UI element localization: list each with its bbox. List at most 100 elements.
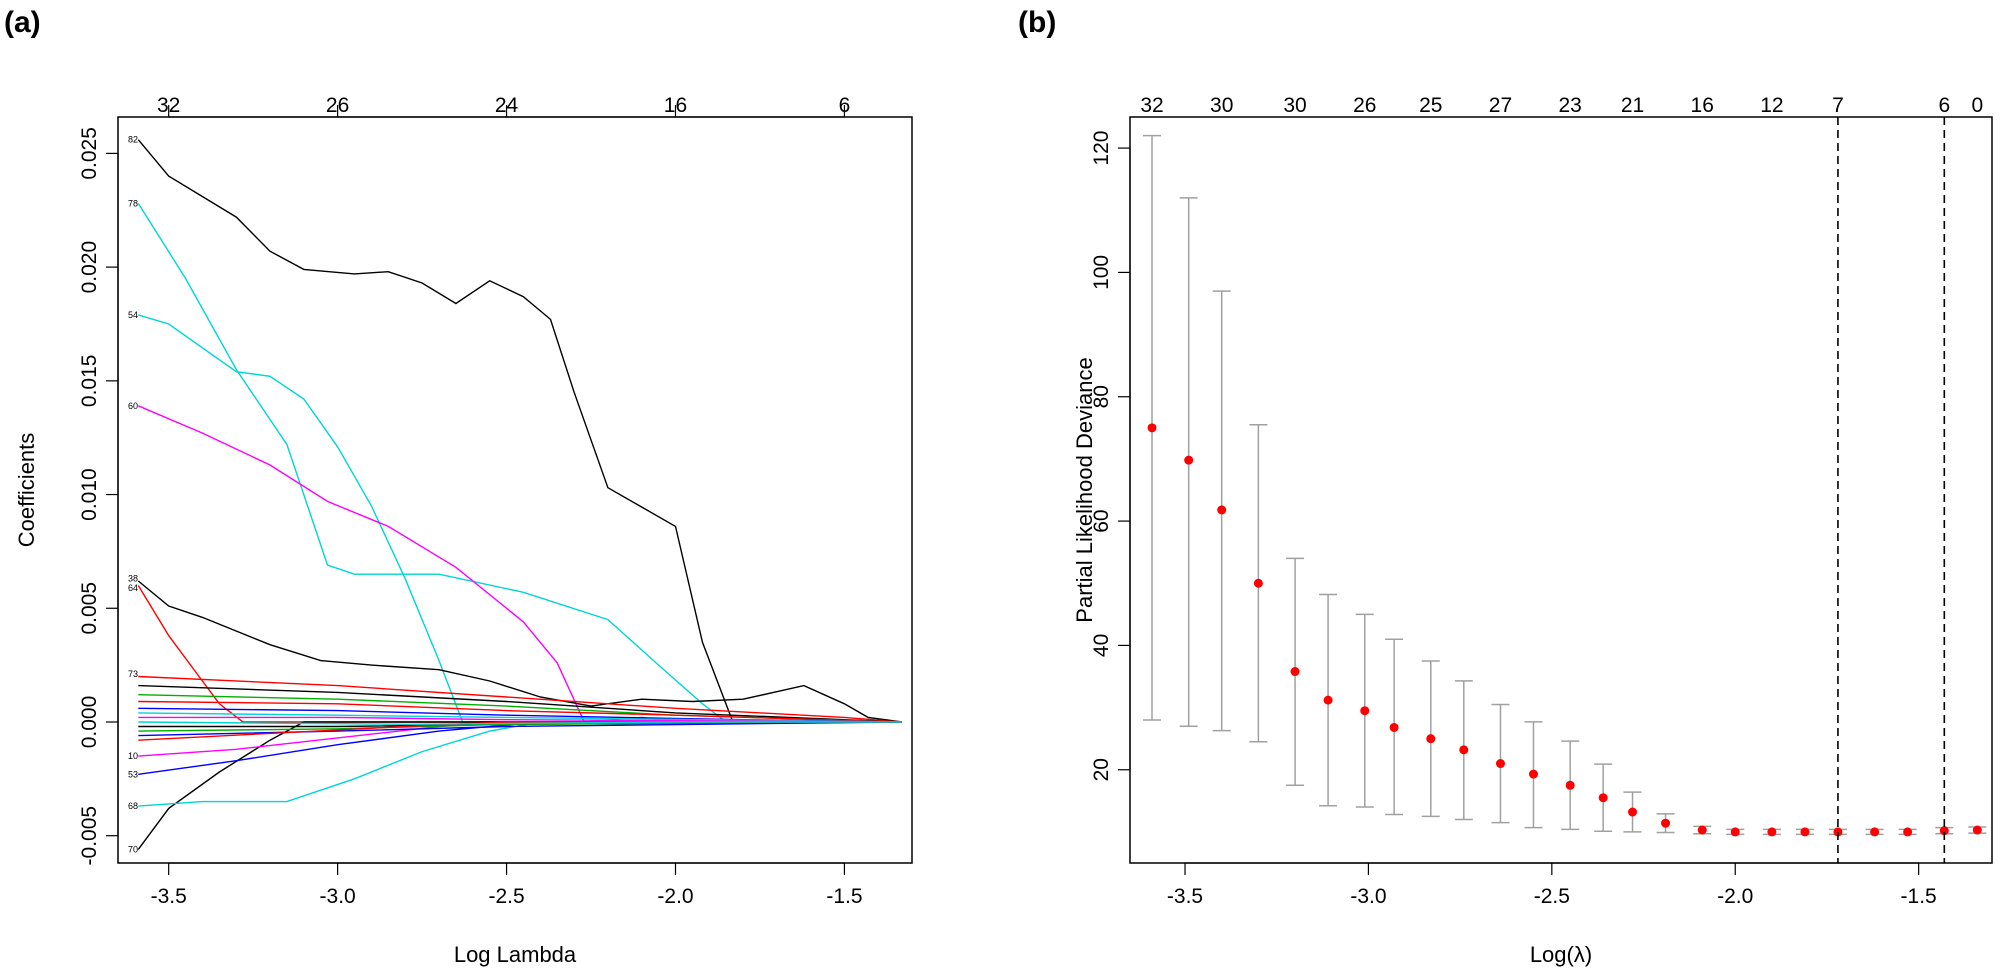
y-tick-label: 0.025 xyxy=(78,127,101,180)
top-tick-label: 32 xyxy=(157,94,180,117)
y-tick-label: 120 xyxy=(1090,131,1113,166)
x-tick-label: -2.5 xyxy=(488,885,524,908)
coefficient-path-78 xyxy=(137,203,902,723)
coefficient-path-54 xyxy=(138,314,902,723)
top-tick-label: 16 xyxy=(664,94,687,117)
top-tick-label: 26 xyxy=(1353,94,1376,117)
coefficient-path-70 xyxy=(137,721,902,850)
variable-label: 64 xyxy=(128,583,138,593)
deviance-point xyxy=(1290,667,1300,677)
deviance-point xyxy=(1833,827,1843,837)
variable-label: 78 xyxy=(128,198,138,208)
top-tick-label: 24 xyxy=(495,94,519,117)
deviance-point xyxy=(1730,827,1740,837)
x-axis-title: Log Lambda xyxy=(454,942,577,967)
variable-label: 73 xyxy=(128,669,138,679)
variable-label: 54 xyxy=(128,310,138,320)
coefficient-path-series-15 xyxy=(138,712,902,723)
coefficient-path-series-19 xyxy=(138,721,902,737)
x-tick-label: -1.5 xyxy=(826,885,862,908)
deviance-point xyxy=(1870,827,1880,837)
deviance-point xyxy=(1184,455,1194,465)
y-tick-label: 0.005 xyxy=(78,582,101,635)
variable-label: 60 xyxy=(128,401,138,411)
top-tick-label: 0 xyxy=(1971,94,1983,117)
cross-validation-chart: -3.5 -3.0 -2.5 -2.0 -1.5 Log(λ) 32 30 30 26 25 27 23… xyxy=(1072,94,1993,967)
deviance-point xyxy=(1389,722,1399,732)
top-tick-label: 30 xyxy=(1210,94,1233,117)
deviance-point xyxy=(1565,780,1575,790)
deviance-point xyxy=(1939,826,1949,836)
top-tick-label: 25 xyxy=(1419,94,1442,117)
y-axis-title: Partial Likelihood Deviance xyxy=(1072,357,1097,622)
coefficient-path-38 xyxy=(137,580,902,723)
x-tick-label: -1.5 xyxy=(1901,885,1937,908)
y-axis-title: Coefficients xyxy=(14,433,39,548)
y-tick-label: 60 xyxy=(1090,509,1113,532)
deviance-point xyxy=(1459,745,1469,755)
y-tick-label: 0.015 xyxy=(78,355,101,408)
y-tick-label: 100 xyxy=(1090,255,1113,290)
variable-label: 82 xyxy=(128,135,138,145)
deviance-point xyxy=(1661,818,1671,828)
deviance-point xyxy=(1628,807,1638,817)
top-tick-label: 12 xyxy=(1760,94,1783,117)
coefficient-path-series-13 xyxy=(138,700,902,723)
top-tick-label: 16 xyxy=(1691,94,1714,117)
y-tick-label: 20 xyxy=(1090,758,1113,781)
variable-label: 70 xyxy=(128,844,138,854)
deviance-point xyxy=(1598,793,1608,803)
x-tick-label: -2.0 xyxy=(657,885,693,908)
coefficient-path-60 xyxy=(138,405,902,723)
deviance-point xyxy=(1217,505,1227,515)
coefficient-path-64 xyxy=(137,585,902,723)
top-tick-label: 27 xyxy=(1489,94,1512,117)
top-tick-label: 6 xyxy=(839,94,851,117)
top-tick-label: 7 xyxy=(1832,94,1844,117)
deviance-point xyxy=(1253,578,1263,588)
top-tick-label: 26 xyxy=(326,94,349,117)
x-tick-label: -3.0 xyxy=(1350,885,1386,908)
deviance-point xyxy=(1426,734,1436,744)
y-tick-label: 80 xyxy=(1090,385,1113,408)
deviance-point xyxy=(1360,706,1370,716)
x-axis-title: Log(λ) xyxy=(1530,942,1592,967)
x-tick-label: -3.0 xyxy=(320,885,356,908)
deviance-point xyxy=(1495,759,1505,769)
variable-label: 53 xyxy=(128,769,138,779)
top-tick-label: 32 xyxy=(1140,94,1163,117)
deviance-point xyxy=(1528,769,1538,779)
top-tick-label: 23 xyxy=(1558,94,1581,117)
coefficient-path-73 xyxy=(138,675,902,723)
y-tick-label: 0.000 xyxy=(78,696,101,749)
coefficient-path-82 xyxy=(137,139,902,723)
deviance-point xyxy=(1323,695,1333,705)
x-tick-label: -3.5 xyxy=(1167,885,1203,908)
x-tick-label: -3.5 xyxy=(151,885,187,908)
top-tick-label: 30 xyxy=(1283,94,1306,117)
y-tick-label: 40 xyxy=(1090,634,1113,657)
top-tick-label: 21 xyxy=(1621,94,1644,117)
coefficient-path-series-18 xyxy=(138,721,902,732)
x-tick-label: -2.5 xyxy=(1534,885,1570,908)
panel-b-tag: (b) xyxy=(1018,6,1056,39)
coefficient-path-series-16 xyxy=(138,716,902,723)
y-tick-label: 0.020 xyxy=(78,241,101,294)
x-tick-label: -2.0 xyxy=(1717,885,1753,908)
y-tick-label: -0.005 xyxy=(78,806,101,866)
variable-label: 68 xyxy=(128,801,138,811)
coefficient-path-series-21 xyxy=(138,721,902,726)
panel-a-tag: (a) xyxy=(4,6,41,39)
deviance-point xyxy=(1147,423,1157,433)
deviance-point xyxy=(1903,827,1913,837)
variable-label: 38 xyxy=(128,574,138,584)
plot-frame xyxy=(1129,116,1993,864)
coefficient-path-series-11 xyxy=(138,684,902,723)
deviance-point xyxy=(1767,827,1777,837)
top-tick-label: 6 xyxy=(1938,94,1950,117)
plot-frame xyxy=(117,116,913,864)
deviance-point xyxy=(1697,825,1707,835)
deviance-point xyxy=(1972,825,1982,835)
